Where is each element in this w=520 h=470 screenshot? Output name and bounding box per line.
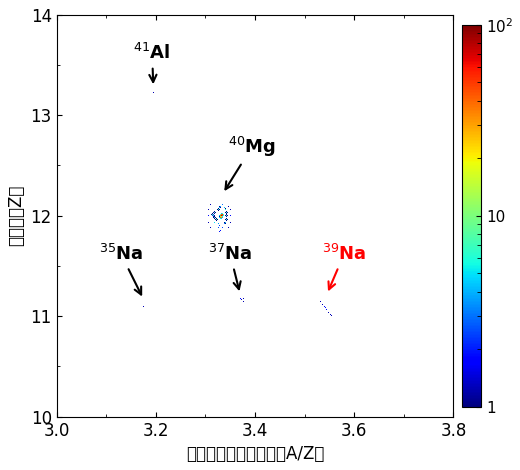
X-axis label: 質量数と陽子数の比（A/Z）: 質量数と陽子数の比（A/Z） [186, 445, 324, 463]
Text: $^{35}$Na: $^{35}$Na [99, 244, 143, 295]
Text: $^{40}$Mg: $^{40}$Mg [226, 135, 276, 189]
Text: $^{41}$Al: $^{41}$Al [134, 43, 171, 82]
Text: $^{39}$Na: $^{39}$Na [322, 244, 367, 290]
Text: $^{37}$Na: $^{37}$Na [208, 244, 252, 289]
Y-axis label: 陽子数（Z）: 陽子数（Z） [7, 185, 25, 246]
